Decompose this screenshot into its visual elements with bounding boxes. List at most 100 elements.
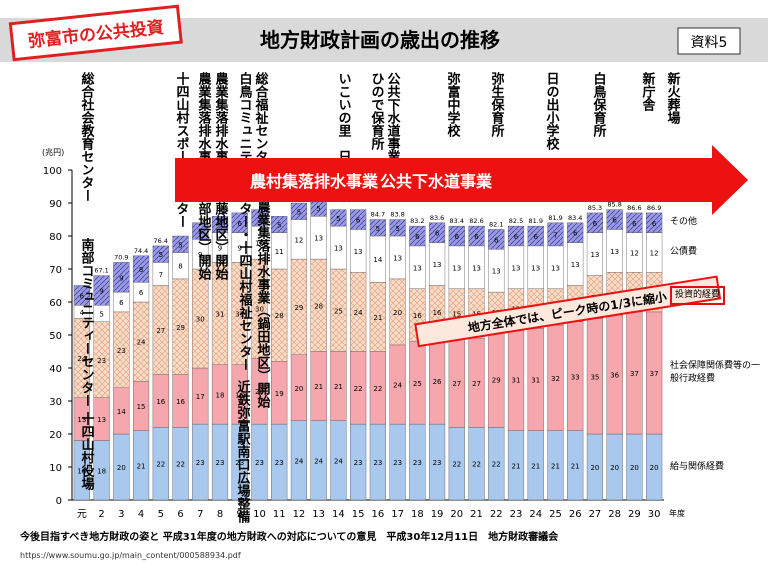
bar-value-label: 27 (452, 380, 461, 388)
bar-value-label: 30 (255, 306, 264, 314)
x-tick-label: 26 (569, 509, 582, 520)
bar-hatch (330, 209, 347, 227)
total-label: 83.4 (450, 217, 464, 225)
bar-value-label: 6 (514, 233, 519, 241)
bar-value-label: 5 (99, 311, 103, 319)
bar-value-label: 17 (196, 393, 205, 401)
bar-value-label: 22 (176, 461, 185, 469)
total-label: 76.4 (154, 237, 168, 245)
title: 地方財政計画の歳出の推移 (260, 28, 500, 52)
bar-value-label: 6 (455, 233, 460, 241)
total-label: 83.8 (390, 211, 404, 219)
bar-value-label: 5 (336, 215, 340, 223)
bar-hatch (73, 318, 90, 398)
total-label: 86.6 (627, 204, 641, 212)
bar-value-label: 37 (650, 370, 659, 378)
total-label: 81.9 (528, 217, 542, 225)
bar-value-label: 6 (119, 299, 124, 307)
bar-value-label: 13 (314, 235, 323, 243)
bar-value-label: 5 (316, 205, 320, 213)
bar-hatch (172, 236, 189, 253)
bar-hatch (212, 262, 228, 365)
bar-hatch (231, 212, 248, 233)
bar-value-label: 22 (373, 385, 382, 393)
bar-hatch (133, 255, 149, 283)
x-tick-label: 元 (77, 509, 87, 520)
annotation: 日の出小学校 (544, 72, 560, 151)
bar-hatch (646, 212, 663, 233)
bar-value-label: 4 (80, 309, 85, 317)
bar-hatch (133, 302, 149, 382)
bar-value-label: 37 (630, 370, 639, 378)
bar-value-label: 13 (472, 264, 481, 272)
x-tick-label: 22 (490, 509, 503, 520)
legend-label: 社会保障関係費等の一般行政経費 (670, 360, 761, 384)
bar-value-label: 20 (117, 464, 126, 472)
bar-value-label: 32 (551, 375, 560, 383)
bar-value-label: 5 (277, 221, 281, 229)
bar-value-label: 31 (531, 377, 540, 385)
bar-value-label: 11 (275, 248, 284, 256)
bar-value-label: 13 (77, 416, 86, 424)
url: https://www.soumu.go.jp/main_content/000… (20, 551, 241, 560)
annotation: 新庁舎 (640, 71, 657, 112)
bar-hatch (93, 275, 110, 306)
bar-value-label: 13 (512, 264, 521, 272)
bar-hatch (429, 222, 445, 243)
x-tick-label: 6 (177, 509, 183, 520)
bar-hatch (192, 269, 209, 368)
stamp: 弥富市の公共投資 (8, 4, 183, 62)
bar-value-label: 13 (334, 245, 343, 253)
x-tick-label: 19 (431, 509, 444, 520)
bar-value-label: 9 (119, 274, 123, 282)
bar-value-label: 23 (433, 459, 442, 467)
bar-value-label: 18 (77, 467, 86, 475)
bar-value-label: 21 (314, 383, 323, 391)
total-label: 85.3 (588, 204, 602, 212)
bar-hatch (389, 278, 406, 345)
bar-value-label: 25 (334, 307, 343, 315)
bar-value-label: 6 (474, 233, 479, 241)
annotation: 弥富中学校 (445, 71, 461, 138)
bar-value-label: 13 (492, 268, 501, 276)
bar-value-label: 21 (571, 462, 580, 470)
bar-hatch (567, 222, 584, 243)
total-label: 86.9 (647, 204, 661, 212)
bar-value-label: 22 (354, 385, 363, 393)
annotation: ひので保育所 (369, 72, 386, 151)
bar-value-label: 21 (512, 462, 521, 470)
x-tick-label: 14 (332, 509, 345, 520)
bar-value-label: 9 (237, 245, 241, 253)
bar-value-label: 6 (237, 220, 242, 228)
bar-hatch (547, 222, 564, 246)
bar-hatch (587, 212, 603, 233)
bar-value-label: 23 (117, 347, 126, 355)
annotation: 総合社会教育センター (79, 71, 96, 202)
bar-value-label: 18 (216, 391, 225, 399)
bar-value-label: 27 (156, 327, 165, 335)
bar-value-label: 18 (235, 391, 244, 399)
bar-value-label: 25 (413, 380, 422, 388)
bar-value-label: 19 (275, 390, 284, 398)
bar-value-label: 13 (413, 264, 422, 272)
legend-label: 投資的経費 (670, 285, 726, 305)
bar-hatch (291, 203, 307, 220)
x-tick-label: 16 (371, 509, 384, 520)
annotation: 近鉄弥富駅南口広場整備 (235, 379, 252, 524)
x-tick-label: 4 (138, 509, 144, 520)
bar-value-label: 13 (354, 248, 363, 256)
bar-value-label: 31 (235, 311, 244, 319)
bar-value-label: 29 (294, 304, 303, 312)
bar-value-label: 6 (632, 220, 637, 228)
bar-hatch (488, 229, 505, 250)
bar-hatch (231, 262, 248, 365)
total-label: 82.5 (509, 217, 523, 225)
bar-value-label: 9 (198, 251, 202, 259)
annotation: 新火葬場 (665, 71, 681, 125)
bar-value-label: 21 (334, 383, 343, 391)
bar-value-label: 24 (137, 339, 146, 347)
bar-value-label: 5 (218, 221, 222, 229)
y-axis-label: (兆円) (42, 147, 64, 157)
y-tick-label: 90 (49, 199, 62, 210)
